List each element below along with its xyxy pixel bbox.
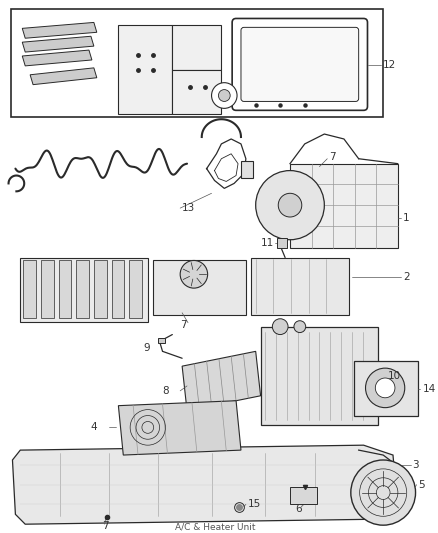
Text: 7: 7 — [102, 521, 108, 531]
Text: 3: 3 — [413, 460, 419, 470]
Text: 7: 7 — [180, 320, 187, 330]
Bar — [251, 257, 349, 315]
Text: 10: 10 — [388, 371, 401, 381]
Text: 6: 6 — [295, 504, 301, 514]
Bar — [158, 338, 166, 343]
Circle shape — [366, 368, 405, 408]
Polygon shape — [22, 36, 94, 52]
FancyBboxPatch shape — [241, 27, 359, 101]
Circle shape — [180, 261, 208, 288]
Text: 11: 11 — [261, 238, 274, 248]
Bar — [172, 26, 221, 70]
Bar — [11, 9, 383, 117]
Bar — [290, 487, 318, 504]
Bar — [290, 164, 398, 248]
Polygon shape — [30, 68, 97, 85]
Text: 4: 4 — [91, 422, 98, 432]
FancyBboxPatch shape — [232, 19, 367, 110]
Bar — [23, 261, 36, 318]
Circle shape — [278, 193, 302, 217]
Circle shape — [256, 171, 324, 240]
Polygon shape — [118, 401, 241, 455]
Polygon shape — [22, 22, 97, 38]
Text: 14: 14 — [422, 384, 436, 394]
Text: 1: 1 — [403, 213, 410, 223]
Polygon shape — [12, 445, 398, 524]
Bar — [76, 261, 89, 318]
Text: 12: 12 — [383, 60, 396, 70]
Text: 8: 8 — [162, 386, 169, 396]
Circle shape — [219, 90, 230, 101]
Circle shape — [351, 460, 416, 525]
Polygon shape — [22, 50, 92, 66]
Circle shape — [212, 83, 237, 108]
Bar — [112, 261, 124, 318]
Text: 15: 15 — [248, 499, 261, 510]
Bar — [172, 70, 221, 114]
Text: 7: 7 — [329, 152, 336, 161]
Bar — [354, 361, 417, 416]
Bar — [261, 327, 378, 425]
Circle shape — [375, 378, 395, 398]
Bar — [277, 238, 287, 248]
Bar — [241, 161, 253, 179]
Text: 9: 9 — [143, 343, 149, 353]
Circle shape — [294, 321, 306, 333]
Polygon shape — [182, 351, 261, 410]
Text: A/C & Heater Unit: A/C & Heater Unit — [175, 522, 256, 531]
Bar — [20, 257, 148, 322]
Text: 2: 2 — [403, 272, 410, 282]
Text: 13: 13 — [182, 203, 195, 213]
Text: 5: 5 — [418, 480, 425, 490]
Circle shape — [272, 319, 288, 335]
Bar — [41, 261, 53, 318]
Bar — [94, 261, 106, 318]
Bar — [59, 261, 71, 318]
Bar — [153, 261, 246, 315]
Bar — [129, 261, 142, 318]
Bar — [118, 26, 172, 114]
